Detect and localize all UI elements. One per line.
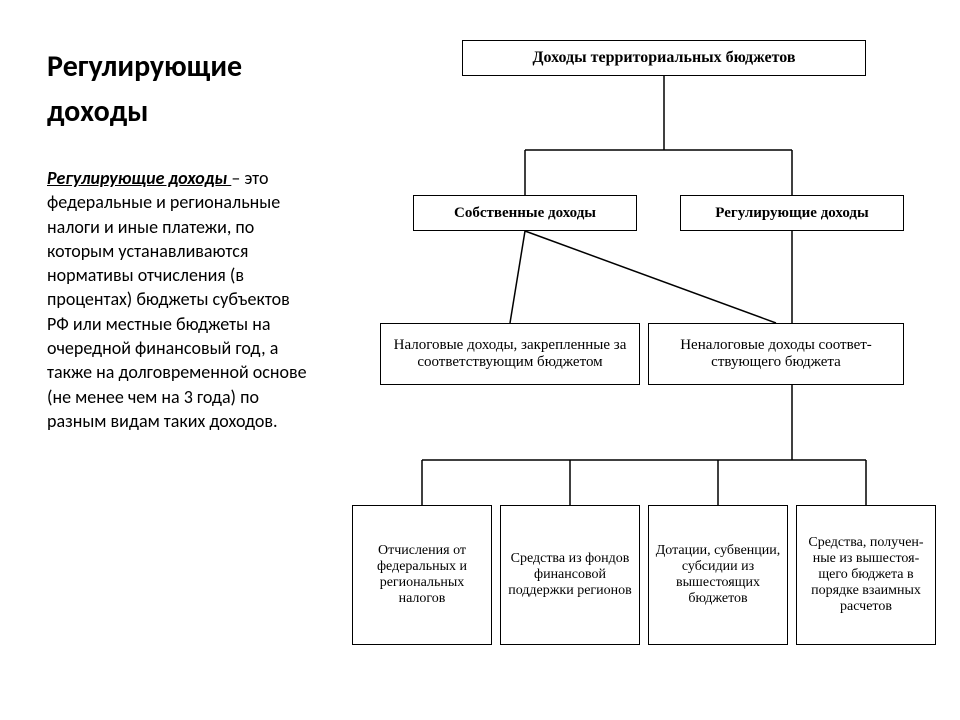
box-nontax-income: Неналоговые доходы соответ­ствующего бюд… — [648, 323, 904, 385]
box-own-income: Собственные доходы — [413, 195, 637, 231]
box-tax-income: Налоговые доходы, закрепленные за соотве… — [380, 323, 640, 385]
box-regulating-income: Регулирующие доходы — [680, 195, 904, 231]
box-mutual-settlements: Средства, получен­ные из вышестоя­щего б… — [796, 505, 936, 645]
box-root: Доходы территориальных бюджетов — [462, 40, 866, 76]
definition-paragraph: Регулирующие доходы – это федеральные и … — [47, 166, 307, 433]
box-support-funds: Средства из фон­дов финансовой поддержки… — [500, 505, 640, 645]
definition-rest: – это федеральные и региональные налоги … — [47, 167, 307, 432]
box-deductions: Отчисления от федеральных и региональных… — [352, 505, 492, 645]
page-title: Регулирующие доходы — [47, 44, 327, 134]
box-subsidies: Дотации, субвен­ции, субсидии из вышесто… — [648, 505, 788, 645]
definition-term: Регулирующие доходы — [47, 167, 231, 189]
